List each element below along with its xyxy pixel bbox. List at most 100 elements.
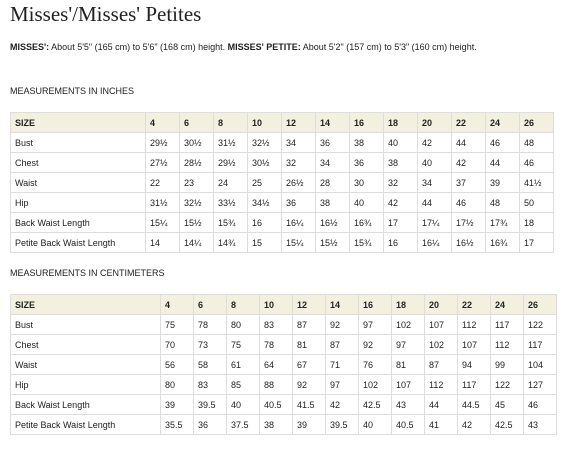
cell: 42.5 [358,394,392,415]
cell: 46 [519,152,554,173]
cell: 39 [292,414,326,435]
cell: 104 [523,354,557,375]
cell: 37.5 [226,414,260,435]
cell: 107 [391,374,425,395]
header-cell: 6 [193,294,227,315]
cell: 17½ [451,212,486,233]
header-cell: 8 [226,294,260,315]
cell: 94 [457,354,491,375]
header-cell: SIZE [10,294,161,315]
row: Hip 80 83 85 88 92 97 102 107 112 117 122 127 [10,374,557,395]
header-cell: 26 [523,294,557,315]
cell: 35.5 [160,414,194,435]
cell: 99 [490,354,524,375]
cell: 97 [391,334,425,355]
cell: 14¼ [179,232,214,253]
cell: 102 [424,334,458,355]
cell: 92 [358,334,392,355]
header-cell: 22 [451,112,486,133]
cell: 16¼ [281,212,316,233]
cell: 14¾ [213,232,248,253]
cell: 40 [358,414,392,435]
cell: 36 [315,132,350,153]
row-label: Back Waist Length [10,394,161,415]
header-cell: 14 [325,294,359,315]
cell: 15¾ [349,232,384,253]
cell: 41½ [519,172,554,193]
header-cell: 4 [160,294,194,315]
cell: 42 [383,192,418,213]
cell: 37 [451,172,486,193]
row: Bust 75 78 80 83 87 92 97 102 107 112 117 122 [10,314,557,335]
cell: 107 [457,334,491,355]
header-cell: 22 [457,294,491,315]
intro: MISSES': About 5'5" (165 cm) to 5'6" (16… [10,42,477,52]
row: Hip 31½ 32½ 33½ 34½ 36 38 40 42 44 46 48 50 [10,192,554,213]
cell: 122 [490,374,524,395]
row: Waist 22 23 24 25 26½ 28 30 32 34 37 39 41½ [10,172,554,193]
cell: 16 [247,212,282,233]
cell: 18 [519,212,554,233]
cell: 43 [391,394,425,415]
cell: 40 [226,394,260,415]
cell: 36 [193,414,227,435]
header-cell: 6 [179,112,214,133]
cell: 26½ [281,172,316,193]
cell: 33½ [213,192,248,213]
header-cell: 8 [213,112,248,133]
row-label: Bust [10,314,161,335]
header-cell: 20 [417,112,452,133]
cell: 92 [325,314,359,335]
cell: 22 [145,172,180,193]
cell: 80 [160,374,194,395]
cell: 29½ [145,132,180,153]
cell: 32 [383,172,418,193]
title: Misses'/Misses' Petites [10,2,202,26]
cell: 64 [259,354,293,375]
header-cell: 12 [292,294,326,315]
cell: 122 [523,314,557,335]
cell: 76 [358,354,392,375]
cell: 117 [523,334,557,355]
row: Back Waist Length 15¼ 15½ 15¾ 16 16¼ 16½ 16¾ 17 1… [10,212,554,233]
cell: 112 [457,314,491,335]
cell: 71 [325,354,359,375]
cell: 83 [193,374,227,395]
cell: 44 [424,394,458,415]
cell: 61 [226,354,260,375]
cell: 78 [259,334,293,355]
cell: 88 [259,374,293,395]
row: Petite Back Waist Length 14 14¼ 14¾ 15 15¼ 15½… [10,232,554,253]
cell: 40.5 [259,394,293,415]
cell: 34 [417,172,452,193]
table-caption: MEASUREMENTS IN CENTIMETERS [10,268,165,278]
cell: 42 [451,152,486,173]
cell: 39 [485,172,520,193]
header-cell: 4 [145,112,180,133]
header-cell: 24 [485,112,520,133]
cell: 70 [160,334,194,355]
cell: 85 [226,374,260,395]
table-caption: MEASUREMENTS IN INCHES [10,86,135,96]
cell: 15½ [315,232,350,253]
cell: 48 [519,132,554,153]
cell: 42 [325,394,359,415]
cell: 16¾ [349,212,384,233]
cell: 14 [145,232,180,253]
cell: 40 [383,132,418,153]
cell: 127 [523,374,557,395]
cell: 43 [523,414,557,435]
cell: 83 [259,314,293,335]
cell: 92 [292,374,326,395]
row-label: Chest [10,152,146,173]
header-cell: 16 [358,294,392,315]
cell: 15¼ [281,232,316,253]
cell: 107 [424,314,458,335]
cell: 32½ [247,132,282,153]
cell: 56 [160,354,194,375]
header-cell: 14 [315,112,350,133]
cell: 46 [523,394,557,415]
row-label: Waist [10,172,146,193]
cell: 17¼ [417,212,452,233]
intro-text: About 5'5" (165 cm) to 5'6" (168 cm) hei… [51,42,226,52]
